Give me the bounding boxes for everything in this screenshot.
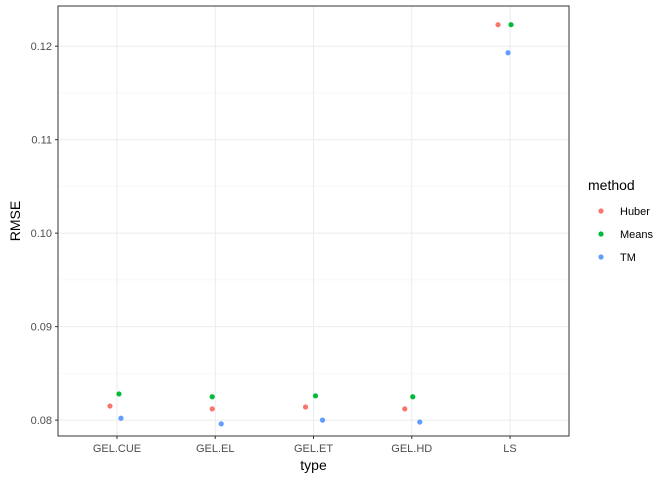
legend-label-means: Means: [620, 229, 654, 241]
legend-items: Huber Means TM: [598, 206, 654, 264]
data-point-means: [116, 391, 122, 397]
panel-border: [57, 5, 570, 437]
y-tick-label: 0.10: [31, 228, 52, 240]
legend-key-huber: [598, 208, 604, 214]
data-point-tm: [417, 419, 423, 425]
data-point-huber: [209, 406, 215, 412]
data-point-tm: [118, 415, 124, 421]
y-axis-title: RMSE: [7, 201, 23, 241]
y-tick-label: 0.09: [31, 322, 52, 334]
legend: method Huber Means TM: [588, 177, 654, 264]
data-point-huber: [495, 22, 501, 28]
legend-label-huber: Huber: [620, 206, 650, 218]
data-point-means: [410, 394, 416, 400]
x-tick-label: GEL.ET: [294, 443, 333, 455]
data-point-huber: [302, 404, 309, 410]
tick-labels: 0.08 0.09 0.10 0.11 0.12 GEL.CUE GEL.EL GEL.ET G…: [31, 41, 517, 455]
data-point-huber: [107, 403, 113, 409]
data-point-means: [508, 22, 514, 28]
y-tick-label: 0.12: [31, 41, 52, 53]
x-tick-label: GEL.EL: [196, 443, 235, 455]
data-point-tm: [319, 417, 326, 423]
data-point-huber: [402, 406, 408, 412]
legend-title: method: [588, 177, 635, 193]
data-points: [107, 22, 514, 427]
x-axis-title: type: [300, 457, 327, 473]
legend-key-tm: [598, 254, 604, 260]
major-gridlines: [58, 6, 569, 436]
data-point-means: [312, 393, 319, 399]
legend-label-tm: TM: [620, 252, 636, 264]
x-tick-label: GEL.HD: [391, 443, 432, 455]
y-tick-label: 0.11: [31, 135, 52, 147]
data-point-means: [209, 394, 215, 400]
y-tick-label: 0.08: [31, 415, 52, 427]
data-point-tm: [218, 421, 224, 427]
data-point-tm: [505, 50, 511, 56]
x-tick-label: LS: [503, 443, 516, 455]
legend-key-means: [598, 231, 604, 237]
x-tick-label: GEL.CUE: [93, 443, 141, 455]
